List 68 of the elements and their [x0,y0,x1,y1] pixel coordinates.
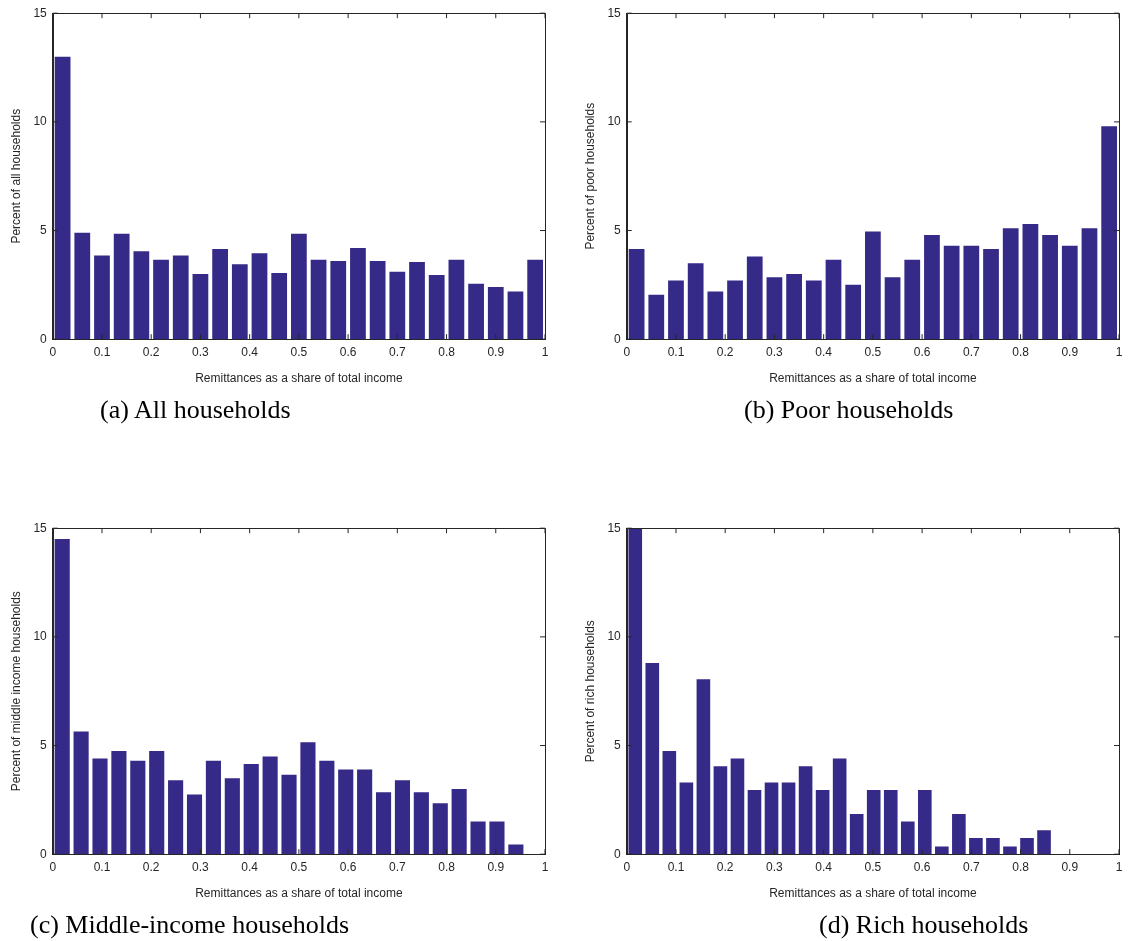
x-tick-label: 0.1 [93,344,111,359]
y-tick-label: 15 [33,520,48,535]
y-tick-label: 0 [614,331,622,346]
y-tick-label: 5 [614,737,622,752]
x-tick-label: 1 [541,344,549,359]
y-tick-label: 10 [607,629,622,644]
x-tick-label: 0.1 [667,344,685,359]
y-tick-label: 5 [614,222,622,237]
x-tick-label: 0.6 [913,859,931,874]
x-tick-label: 0.7 [388,344,406,359]
x-tick-label: 1 [1115,859,1123,874]
y-tick-label: 15 [33,5,48,20]
x-tick-label: 0.9 [1061,859,1079,874]
x-tick-label: 0.8 [1012,344,1030,359]
x-tick-label: 0.3 [766,344,784,359]
x-tick-label: 0.6 [339,344,357,359]
x-tick-label: 0.5 [290,859,308,874]
y-tick-label: 10 [33,114,48,129]
x-tick-label: 0.1 [667,859,685,874]
x-tick-label: 0.5 [290,344,308,359]
x-axis-title: Remittances as a share of total income [195,371,403,386]
x-tick-label: 0.7 [388,859,406,874]
x-tick-label: 0.7 [962,859,980,874]
x-tick-label: 0.4 [815,344,833,359]
y-tick-label: 0 [614,846,622,861]
x-tick-label: 1 [1115,344,1123,359]
x-tick-label: 0.4 [815,859,833,874]
y-tick-label: 5 [40,222,48,237]
x-tick-label: 0.9 [487,859,505,874]
x-tick-label: 0.8 [438,344,456,359]
x-tick-label: 0.4 [241,859,259,874]
x-tick-label: 0.5 [864,859,882,874]
x-tick-label: 0.3 [192,344,210,359]
x-tick-label: 0.8 [1012,859,1030,874]
x-tick-label: 0.2 [142,859,160,874]
y-axis-title: Percent of rich households [582,620,597,763]
x-tick-label: 0.3 [192,859,210,874]
x-tick-label: 0.6 [339,859,357,874]
x-tick-label: 0.8 [438,859,456,874]
x-tick-label: 0.1 [93,859,111,874]
y-axis-title: Percent of middle income households [8,591,23,792]
y-tick-label: 10 [33,629,48,644]
x-tick-label: 0.2 [142,344,160,359]
x-tick-label: 0.2 [716,344,734,359]
y-axis-title: Percent of all households [8,108,23,244]
x-tick-label: 0.9 [1061,344,1079,359]
y-tick-label: 10 [607,114,622,129]
x-axis-title: Remittances as a share of total income [769,886,977,901]
x-tick-label: 0.7 [962,344,980,359]
y-axis-title: Percent of poor households [582,102,597,250]
text: (a) All households [100,395,291,425]
x-tick-label: 0.5 [864,344,882,359]
y-tick-label: 0 [40,846,48,861]
x-tick-label: 0.9 [487,344,505,359]
x-tick-label: 0.4 [241,344,259,359]
y-tick-label: 15 [607,520,622,535]
y-tick-label: 15 [607,5,622,20]
x-axis-title: Remittances as a share of total income [195,886,403,901]
x-tick-label: 0.2 [716,859,734,874]
x-tick-label: 1 [541,859,549,874]
text: (c) Middle-income households [30,910,350,940]
x-tick-label: 0.6 [913,344,931,359]
x-tick-label: 0.3 [766,859,784,874]
y-tick-label: 0 [40,331,48,346]
x-axis-title: Remittances as a share of total income [769,371,977,386]
text: (b) Poor households [744,395,954,425]
text: (d) Rich households [819,910,1029,940]
y-tick-label: 5 [40,737,48,752]
